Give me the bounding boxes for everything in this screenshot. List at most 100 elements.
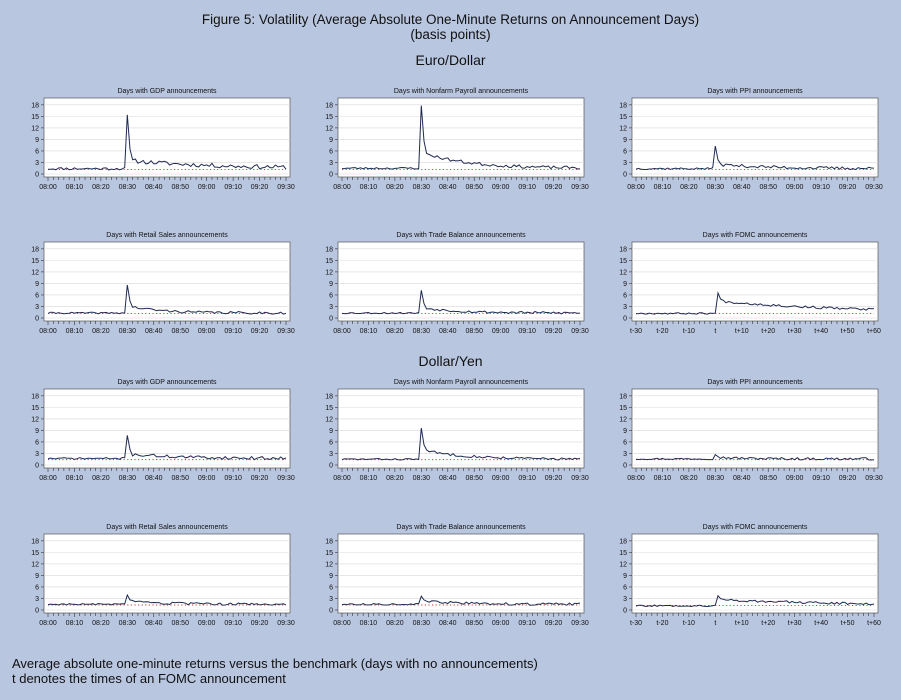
panel-title: Days with FOMC announcements — [703, 232, 808, 239]
y-tick-label: 0 — [35, 608, 39, 615]
x-tick-label: 09:00 — [492, 475, 510, 482]
y-tick-label: 15 — [31, 258, 39, 265]
x-tick-label: 09:20 — [545, 620, 563, 627]
plot-area — [337, 97, 585, 178]
series-line — [635, 594, 875, 608]
x-tick-label: 08:40 — [145, 475, 163, 482]
y-tick-label: 12 — [619, 561, 627, 568]
y-tick-label: 3 — [35, 304, 39, 311]
chart-panel-7: Days with GDP announcements 0 3 6 9 12 15 18 08:… — [31, 379, 295, 482]
x-tick-label: 08:40 — [145, 620, 163, 627]
x-tick-label: 09:10 — [518, 620, 536, 627]
x-tick-label: 09:00 — [198, 475, 216, 482]
y-tick-label: 6 — [329, 439, 333, 446]
x-tick-label: t-30 — [630, 620, 642, 627]
y-tick-label: 0 — [329, 316, 333, 323]
chart-panel-11: Days with Trade Balance announcements 0 3 6… — [325, 524, 589, 627]
x-tick-label: 08:40 — [733, 184, 751, 191]
plot-area — [631, 533, 879, 614]
x-tick-label: 09:10 — [812, 184, 830, 191]
chart-panel-10: Days with Retail Sales announcements 0 3 6 9… — [31, 524, 295, 627]
x-tick-label: 09:10 — [224, 475, 242, 482]
y-tick-label: 18 — [325, 393, 333, 400]
x-tick-label: 08:20 — [386, 328, 404, 335]
panel-title: Days with Retail Sales announcements — [106, 524, 228, 531]
y-tick-label: 18 — [31, 246, 39, 253]
y-tick-label: 3 — [35, 596, 39, 603]
y-tick-label: 3 — [329, 451, 333, 458]
chart-panel-5: Days with Trade Balance announcements 0 3 6… — [325, 232, 589, 335]
y-tick-label: 15 — [619, 550, 627, 557]
x-tick-label: 08:10 — [360, 475, 378, 482]
x-tick-label: 08:40 — [733, 475, 751, 482]
panel-title: Days with Retail Sales announcements — [106, 232, 228, 239]
series-line — [341, 595, 581, 606]
y-tick-label: 3 — [329, 304, 333, 311]
x-tick-label: 08:10 — [66, 475, 84, 482]
series-line — [341, 290, 581, 315]
x-tick-label: 09:30 — [571, 475, 589, 482]
x-tick-label: t+10 — [735, 620, 749, 627]
x-tick-label: 08:00 — [39, 328, 57, 335]
x-tick-label: 09:20 — [251, 475, 269, 482]
series-line — [47, 114, 287, 171]
x-tick-label: 09:20 — [545, 328, 563, 335]
x-tick-label: 09:10 — [224, 328, 242, 335]
x-tick-label: 08:40 — [145, 184, 163, 191]
y-tick-label: 6 — [35, 148, 39, 155]
x-tick-label: 08:00 — [333, 328, 351, 335]
x-tick-label: 08:00 — [39, 184, 57, 191]
x-tick-label: t+50 — [841, 620, 855, 627]
y-tick-label: 18 — [619, 538, 627, 545]
x-tick-label: t-10 — [683, 328, 695, 335]
y-tick-label: 15 — [619, 405, 627, 412]
x-tick-label: t-10 — [683, 620, 695, 627]
x-tick-label: 09:30 — [865, 184, 883, 191]
y-tick-label: 9 — [35, 573, 39, 580]
x-tick-label: 08:20 — [680, 184, 698, 191]
plot-area — [43, 533, 291, 614]
plot-area — [43, 97, 291, 178]
y-tick-label: 9 — [35, 137, 39, 144]
x-tick-label: 08:30 — [413, 184, 431, 191]
x-tick-label: 08:00 — [333, 184, 351, 191]
panel-title: Days with Trade Balance announcements — [396, 232, 526, 239]
y-tick-label: 9 — [623, 281, 627, 288]
y-tick-label: 0 — [623, 316, 627, 323]
series-line — [635, 145, 875, 171]
series-line — [341, 105, 580, 170]
x-tick-label: 08:10 — [654, 475, 672, 482]
x-tick-label: 09:20 — [545, 475, 563, 482]
y-tick-label: 9 — [623, 573, 627, 580]
y-tick-label: 6 — [623, 148, 627, 155]
x-tick-label: 09:00 — [786, 475, 804, 482]
y-tick-label: 0 — [35, 172, 39, 179]
y-tick-label: 6 — [329, 292, 333, 299]
figure-title-block: Figure 5: Volatility (Average Absolute O… — [0, 12, 901, 42]
panel-title: Days with Trade Balance announcements — [396, 524, 526, 531]
series-line — [635, 291, 875, 315]
x-tick-label: 09:20 — [251, 620, 269, 627]
y-tick-label: 18 — [619, 102, 627, 109]
x-tick-label: 08:00 — [627, 475, 645, 482]
plot-area — [337, 533, 585, 614]
x-tick-label: 08:30 — [413, 620, 431, 627]
x-tick-label: 09:00 — [492, 184, 510, 191]
footer-line-1: Average absolute one-minute returns vers… — [12, 656, 538, 671]
y-tick-label: 0 — [329, 172, 333, 179]
x-tick-label: 09:20 — [251, 328, 269, 335]
x-tick-label: 09:20 — [251, 184, 269, 191]
x-tick-label: 08:10 — [360, 184, 378, 191]
y-tick-label: 0 — [329, 608, 333, 615]
x-tick-label: 08:50 — [171, 328, 189, 335]
x-tick-label: 09:10 — [518, 475, 536, 482]
x-tick-label: 09:10 — [518, 328, 536, 335]
y-tick-label: 3 — [329, 160, 333, 167]
x-tick-label: 08:30 — [707, 184, 725, 191]
y-tick-label: 6 — [623, 439, 627, 446]
y-tick-label: 15 — [325, 550, 333, 557]
x-tick-label: 09:10 — [812, 475, 830, 482]
x-tick-label: 08:00 — [627, 184, 645, 191]
x-tick-label: t+40 — [814, 620, 828, 627]
